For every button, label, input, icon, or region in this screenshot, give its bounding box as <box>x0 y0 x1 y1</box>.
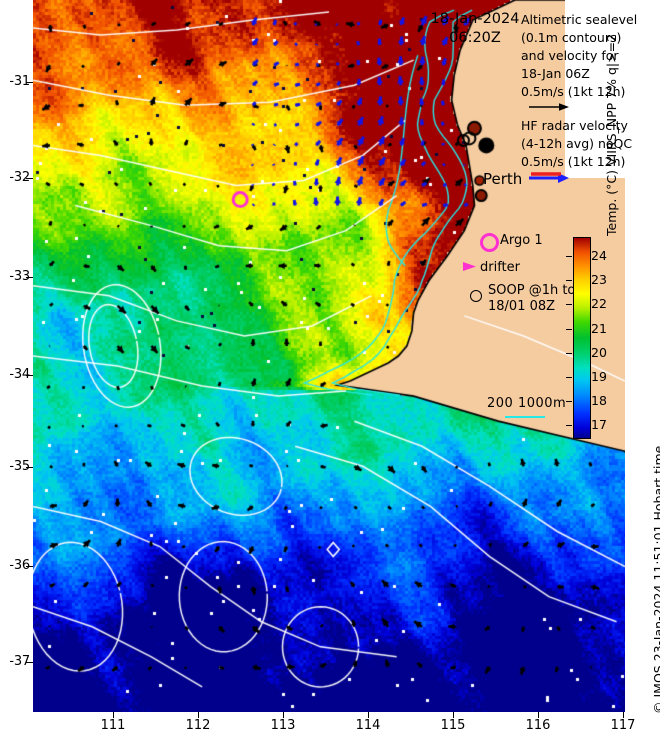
legend-hfradar-line2: (4-12h avg) noQC <box>521 136 633 151</box>
bathymetry-contour-label: 200 1000m <box>487 396 567 411</box>
soop-legend-line1: SOOP @1h to <box>488 283 576 298</box>
colorbar-tick-mark <box>566 328 572 330</box>
colorbar-tick-label: 18 <box>591 392 607 408</box>
latitude-tick-label: -36 <box>9 558 30 573</box>
copyright-text: © IMOS 23-Jan-2024 11:51:01 Hobart time <box>651 445 660 714</box>
drifter-legend-label: drifter <box>480 260 520 275</box>
soop-legend-line2: 18/01 08Z <box>488 299 556 314</box>
latitude-tick-mark <box>26 277 33 278</box>
colorbar-tick-label: 22 <box>591 296 607 312</box>
latitude-tick-mark <box>26 178 33 179</box>
colorbar-tick-mark <box>566 352 572 354</box>
drifter-legend-marker-icon <box>463 262 476 271</box>
longitude-tick-mark <box>198 712 199 718</box>
temperature-colorbar <box>573 237 591 439</box>
colorbar-tick-mark <box>566 304 572 306</box>
map-plot-area[interactable] <box>33 0 625 712</box>
latitude-tick-mark <box>26 375 33 376</box>
legend-hfradar-line1: HF radar velocity <box>521 118 628 133</box>
map-date: 18-Jan-2024 <box>430 11 520 27</box>
legend-panel-background <box>565 0 660 178</box>
colorbar-tick-mark <box>566 280 572 282</box>
colorbar-tick-label: 21 <box>591 320 607 336</box>
bathymetry-contour-swatch <box>505 416 545 418</box>
colorbar-tick-label: 23 <box>591 272 607 288</box>
perth-city-label: Perth <box>483 170 523 188</box>
latitude-tick-label: -31 <box>9 74 30 89</box>
longitude-tick-mark <box>283 712 284 718</box>
latitude-tick-mark <box>26 467 33 468</box>
longitude-tick-mark <box>453 712 454 718</box>
latitude-tick-mark <box>26 566 33 567</box>
longitude-tick-mark <box>623 712 624 718</box>
longitude-tick-mark <box>113 712 114 718</box>
altimetry-scale-arrow-icon <box>529 103 569 111</box>
legend-altimetry-line1: Altimetric sealevel <box>521 12 638 27</box>
longitude-tick-label: 113 <box>270 718 296 733</box>
sst-raster-canvas <box>33 0 625 712</box>
longitude-tick-label: 117 <box>610 718 636 733</box>
soop-legend-label: SOOP @1h to 18/01 08Z <box>488 283 583 315</box>
colorbar-tick-label: 17 <box>591 416 607 432</box>
hfradar-scale-arrow-icon <box>529 172 569 183</box>
longitude-tick-mark <box>368 712 369 718</box>
latitude-tick-label: -33 <box>9 269 30 284</box>
colorbar-tick-mark <box>566 376 572 378</box>
latitude-tick-label: -32 <box>9 170 30 185</box>
map-time: 06:20Z <box>449 30 501 46</box>
legend-altimetry-line4: 18-Jan 06Z <box>521 66 590 81</box>
legend-altimetry-line5: 0.5m/s (1kt 12h) <box>521 84 626 99</box>
latitude-tick-mark <box>26 662 33 663</box>
longitude-tick-label: 111 <box>100 718 126 733</box>
longitude-tick-label: 114 <box>355 718 381 733</box>
legend-altimetry-line2: (0.1m contours) <box>521 30 622 45</box>
latitude-tick-label: -37 <box>9 654 30 669</box>
latitude-tick-label: -35 <box>9 459 30 474</box>
colorbar-tick-label: 20 <box>591 344 607 360</box>
latitude-tick-label: -34 <box>9 367 30 382</box>
map-timestamp: 18-Jan-2024 06:20Z <box>420 10 530 48</box>
longitude-tick-label: 112 <box>185 718 211 733</box>
colorbar-tick-mark <box>566 256 572 258</box>
argo-legend-label: Argo 1 <box>500 233 543 248</box>
argo-legend-marker-icon <box>480 233 499 252</box>
colorbar-tick-label: 19 <box>591 368 607 384</box>
soop-legend-marker-icon <box>470 290 482 302</box>
colorbar-tick-mark <box>566 400 572 402</box>
legend-altimetry-line3: and velocity for <box>521 48 619 63</box>
legend-hfradar-line3: 0.5m/s (1kt 12h) <box>521 154 626 169</box>
latitude-tick-mark <box>26 82 33 83</box>
longitude-tick-mark <box>538 712 539 718</box>
colorbar-tick-label: 24 <box>591 248 607 264</box>
colorbar-tick-mark <box>566 424 572 426</box>
longitude-tick-label: 116 <box>525 718 551 733</box>
longitude-tick-label: 115 <box>440 718 466 733</box>
colorbar-title: Temp. (°C) VIIRS_NPP 7% q|>=2 <box>604 33 619 236</box>
